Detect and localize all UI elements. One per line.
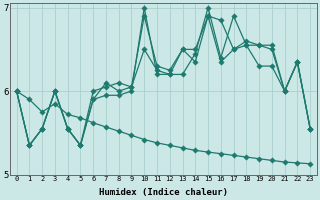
X-axis label: Humidex (Indice chaleur): Humidex (Indice chaleur): [99, 188, 228, 197]
